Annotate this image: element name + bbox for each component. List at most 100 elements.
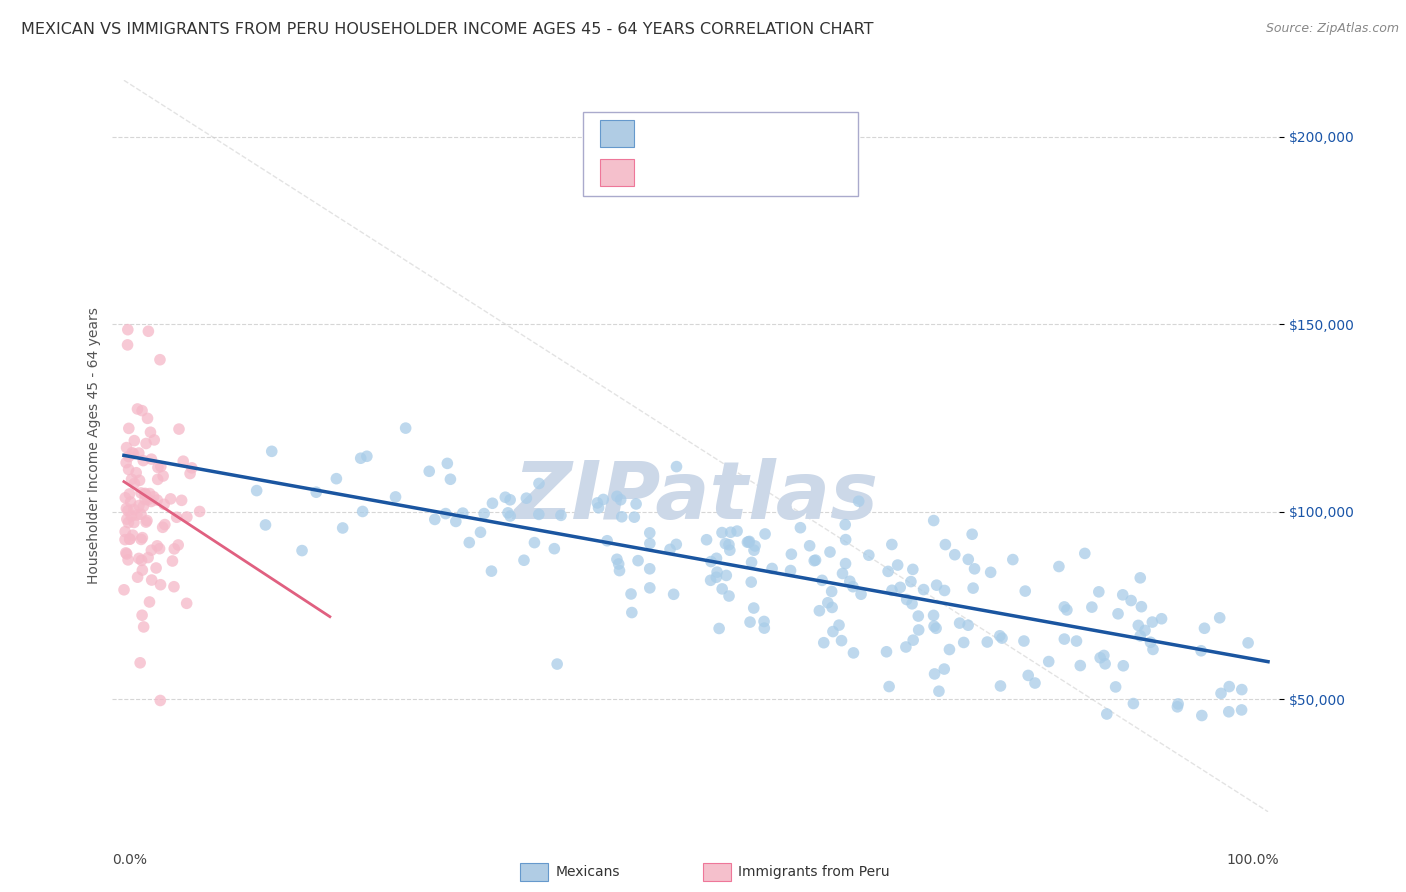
- Point: [609, 564, 631, 578]
- Point: [842, 580, 865, 594]
- Point: [434, 507, 457, 521]
- Point: [120, 509, 142, 524]
- Point: [821, 624, 844, 639]
- Point: [260, 444, 283, 458]
- Point: [305, 485, 328, 500]
- Point: [523, 535, 546, 549]
- Point: [700, 555, 723, 569]
- Point: [779, 564, 801, 578]
- Point: [418, 464, 440, 478]
- Point: [848, 494, 870, 508]
- Point: [127, 570, 149, 584]
- Point: [609, 492, 631, 507]
- Text: ZIPatlas: ZIPatlas: [513, 458, 879, 536]
- Point: [638, 581, 661, 595]
- Point: [142, 490, 165, 504]
- Point: [138, 486, 160, 500]
- Point: [1129, 629, 1152, 643]
- Point: [638, 562, 661, 576]
- Point: [991, 631, 1014, 645]
- Point: [138, 324, 160, 338]
- Point: [1218, 705, 1240, 719]
- Point: [737, 535, 759, 549]
- Point: [543, 541, 565, 556]
- Point: [922, 619, 945, 633]
- Point: [706, 565, 728, 579]
- Point: [880, 537, 903, 551]
- Point: [1122, 697, 1144, 711]
- Point: [716, 568, 738, 582]
- Point: [1053, 632, 1076, 646]
- Point: [124, 476, 146, 491]
- Point: [980, 566, 1002, 580]
- Text: R = -0.889   N = 200: R = -0.889 N = 200: [645, 125, 845, 143]
- Point: [607, 557, 630, 571]
- Point: [470, 525, 492, 540]
- Point: [1142, 615, 1164, 629]
- Point: [1012, 634, 1035, 648]
- Point: [1088, 650, 1111, 665]
- Point: [131, 563, 153, 577]
- Point: [118, 487, 141, 501]
- Point: [1038, 655, 1060, 669]
- Point: [139, 425, 162, 440]
- Point: [606, 489, 628, 503]
- Point: [711, 582, 734, 596]
- Point: [737, 535, 759, 549]
- Point: [124, 434, 146, 448]
- Point: [128, 474, 150, 488]
- Point: [934, 583, 956, 598]
- Point: [638, 525, 661, 540]
- Point: [163, 580, 186, 594]
- Point: [472, 507, 495, 521]
- Text: 0.0%: 0.0%: [112, 853, 148, 867]
- Point: [858, 548, 880, 562]
- Point: [928, 684, 950, 698]
- Point: [114, 524, 136, 539]
- Point: [118, 532, 141, 546]
- Point: [117, 323, 139, 337]
- Point: [134, 487, 156, 501]
- Point: [624, 497, 647, 511]
- Point: [114, 533, 136, 547]
- Point: [131, 608, 153, 623]
- Point: [901, 562, 924, 576]
- Point: [957, 552, 980, 566]
- Point: [738, 534, 761, 549]
- Point: [711, 525, 734, 540]
- Point: [352, 504, 374, 518]
- Point: [988, 629, 1011, 643]
- Point: [141, 543, 163, 558]
- Point: [112, 582, 135, 597]
- Point: [439, 472, 461, 486]
- Point: [707, 622, 730, 636]
- Point: [132, 620, 155, 634]
- Point: [114, 491, 136, 505]
- Point: [610, 509, 633, 524]
- Point: [129, 533, 152, 547]
- Point: [976, 635, 998, 649]
- Point: [627, 554, 650, 568]
- Point: [754, 621, 776, 635]
- Point: [118, 532, 141, 546]
- Point: [136, 514, 159, 528]
- Point: [179, 467, 201, 481]
- Point: [125, 466, 148, 480]
- Point: [699, 574, 721, 588]
- Point: [659, 542, 682, 557]
- Point: [754, 527, 776, 541]
- Point: [527, 508, 550, 522]
- Point: [115, 547, 138, 561]
- Point: [149, 459, 172, 474]
- Point: [162, 554, 184, 568]
- Point: [943, 548, 966, 562]
- Point: [821, 584, 844, 599]
- Point: [963, 562, 986, 576]
- Point: [131, 531, 153, 545]
- Point: [546, 657, 568, 671]
- Point: [115, 512, 138, 526]
- Point: [1194, 621, 1216, 635]
- Point: [1119, 593, 1142, 607]
- Point: [423, 512, 446, 526]
- Point: [167, 422, 190, 436]
